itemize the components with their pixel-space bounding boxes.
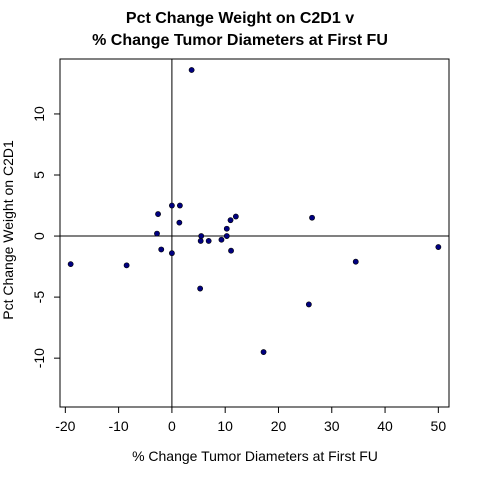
- x-tick-label: 50: [431, 418, 447, 434]
- data-point: [158, 246, 165, 253]
- data-point: [197, 238, 204, 244]
- data-point: [197, 285, 204, 292]
- y-tick-label: -5: [31, 291, 47, 304]
- x-tick-label: 10: [217, 418, 233, 434]
- data-point: [123, 262, 130, 269]
- x-axis: -20 -10 0 10 20 30 40 50: [55, 407, 446, 434]
- data-point: [188, 67, 195, 73]
- data-points: [67, 67, 442, 355]
- data-point: [309, 214, 315, 221]
- reference-lines: [60, 59, 449, 407]
- data-point: [232, 213, 239, 220]
- y-tick-label: 10: [31, 106, 47, 122]
- x-axis-label: % Change Tumor Diameters at First FU: [132, 448, 378, 464]
- data-point: [435, 244, 442, 250]
- x-tick-label: 30: [324, 418, 340, 434]
- y-tick-label: 5: [31, 171, 47, 179]
- data-point: [176, 202, 183, 209]
- x-tick-label: -10: [108, 418, 128, 434]
- data-point: [169, 250, 175, 257]
- data-point: [228, 247, 234, 254]
- data-point: [155, 211, 161, 217]
- data-point: [205, 238, 212, 244]
- x-tick-label: 20: [271, 418, 287, 434]
- x-tick-label: 40: [377, 418, 393, 434]
- y-axis-label: Pct Change Weight on C2D1: [0, 140, 16, 320]
- y-tick-label: 0: [31, 232, 47, 240]
- y-axis: -10 -5 0 5 10: [31, 106, 60, 368]
- data-point: [198, 233, 205, 239]
- y-tick-label: -10: [31, 348, 47, 368]
- x-tick-label: 0: [168, 418, 176, 434]
- x-tick-label: -20: [55, 418, 75, 434]
- data-point: [223, 233, 230, 239]
- chart-title: Pct Change Weight on C2D1 v: [125, 10, 355, 27]
- data-point: [218, 236, 225, 243]
- data-point: [227, 217, 234, 224]
- chart-subtitle: % Change Tumor Diameters at First FU: [92, 32, 388, 49]
- data-point: [305, 301, 312, 308]
- data-point: [176, 219, 183, 226]
- data-point: [154, 230, 160, 237]
- data-point: [169, 202, 175, 209]
- plot-frame: [59, 58, 450, 408]
- data-point: [260, 349, 267, 355]
- data-point: [223, 225, 230, 232]
- data-point: [352, 258, 359, 265]
- data-point: [67, 261, 74, 268]
